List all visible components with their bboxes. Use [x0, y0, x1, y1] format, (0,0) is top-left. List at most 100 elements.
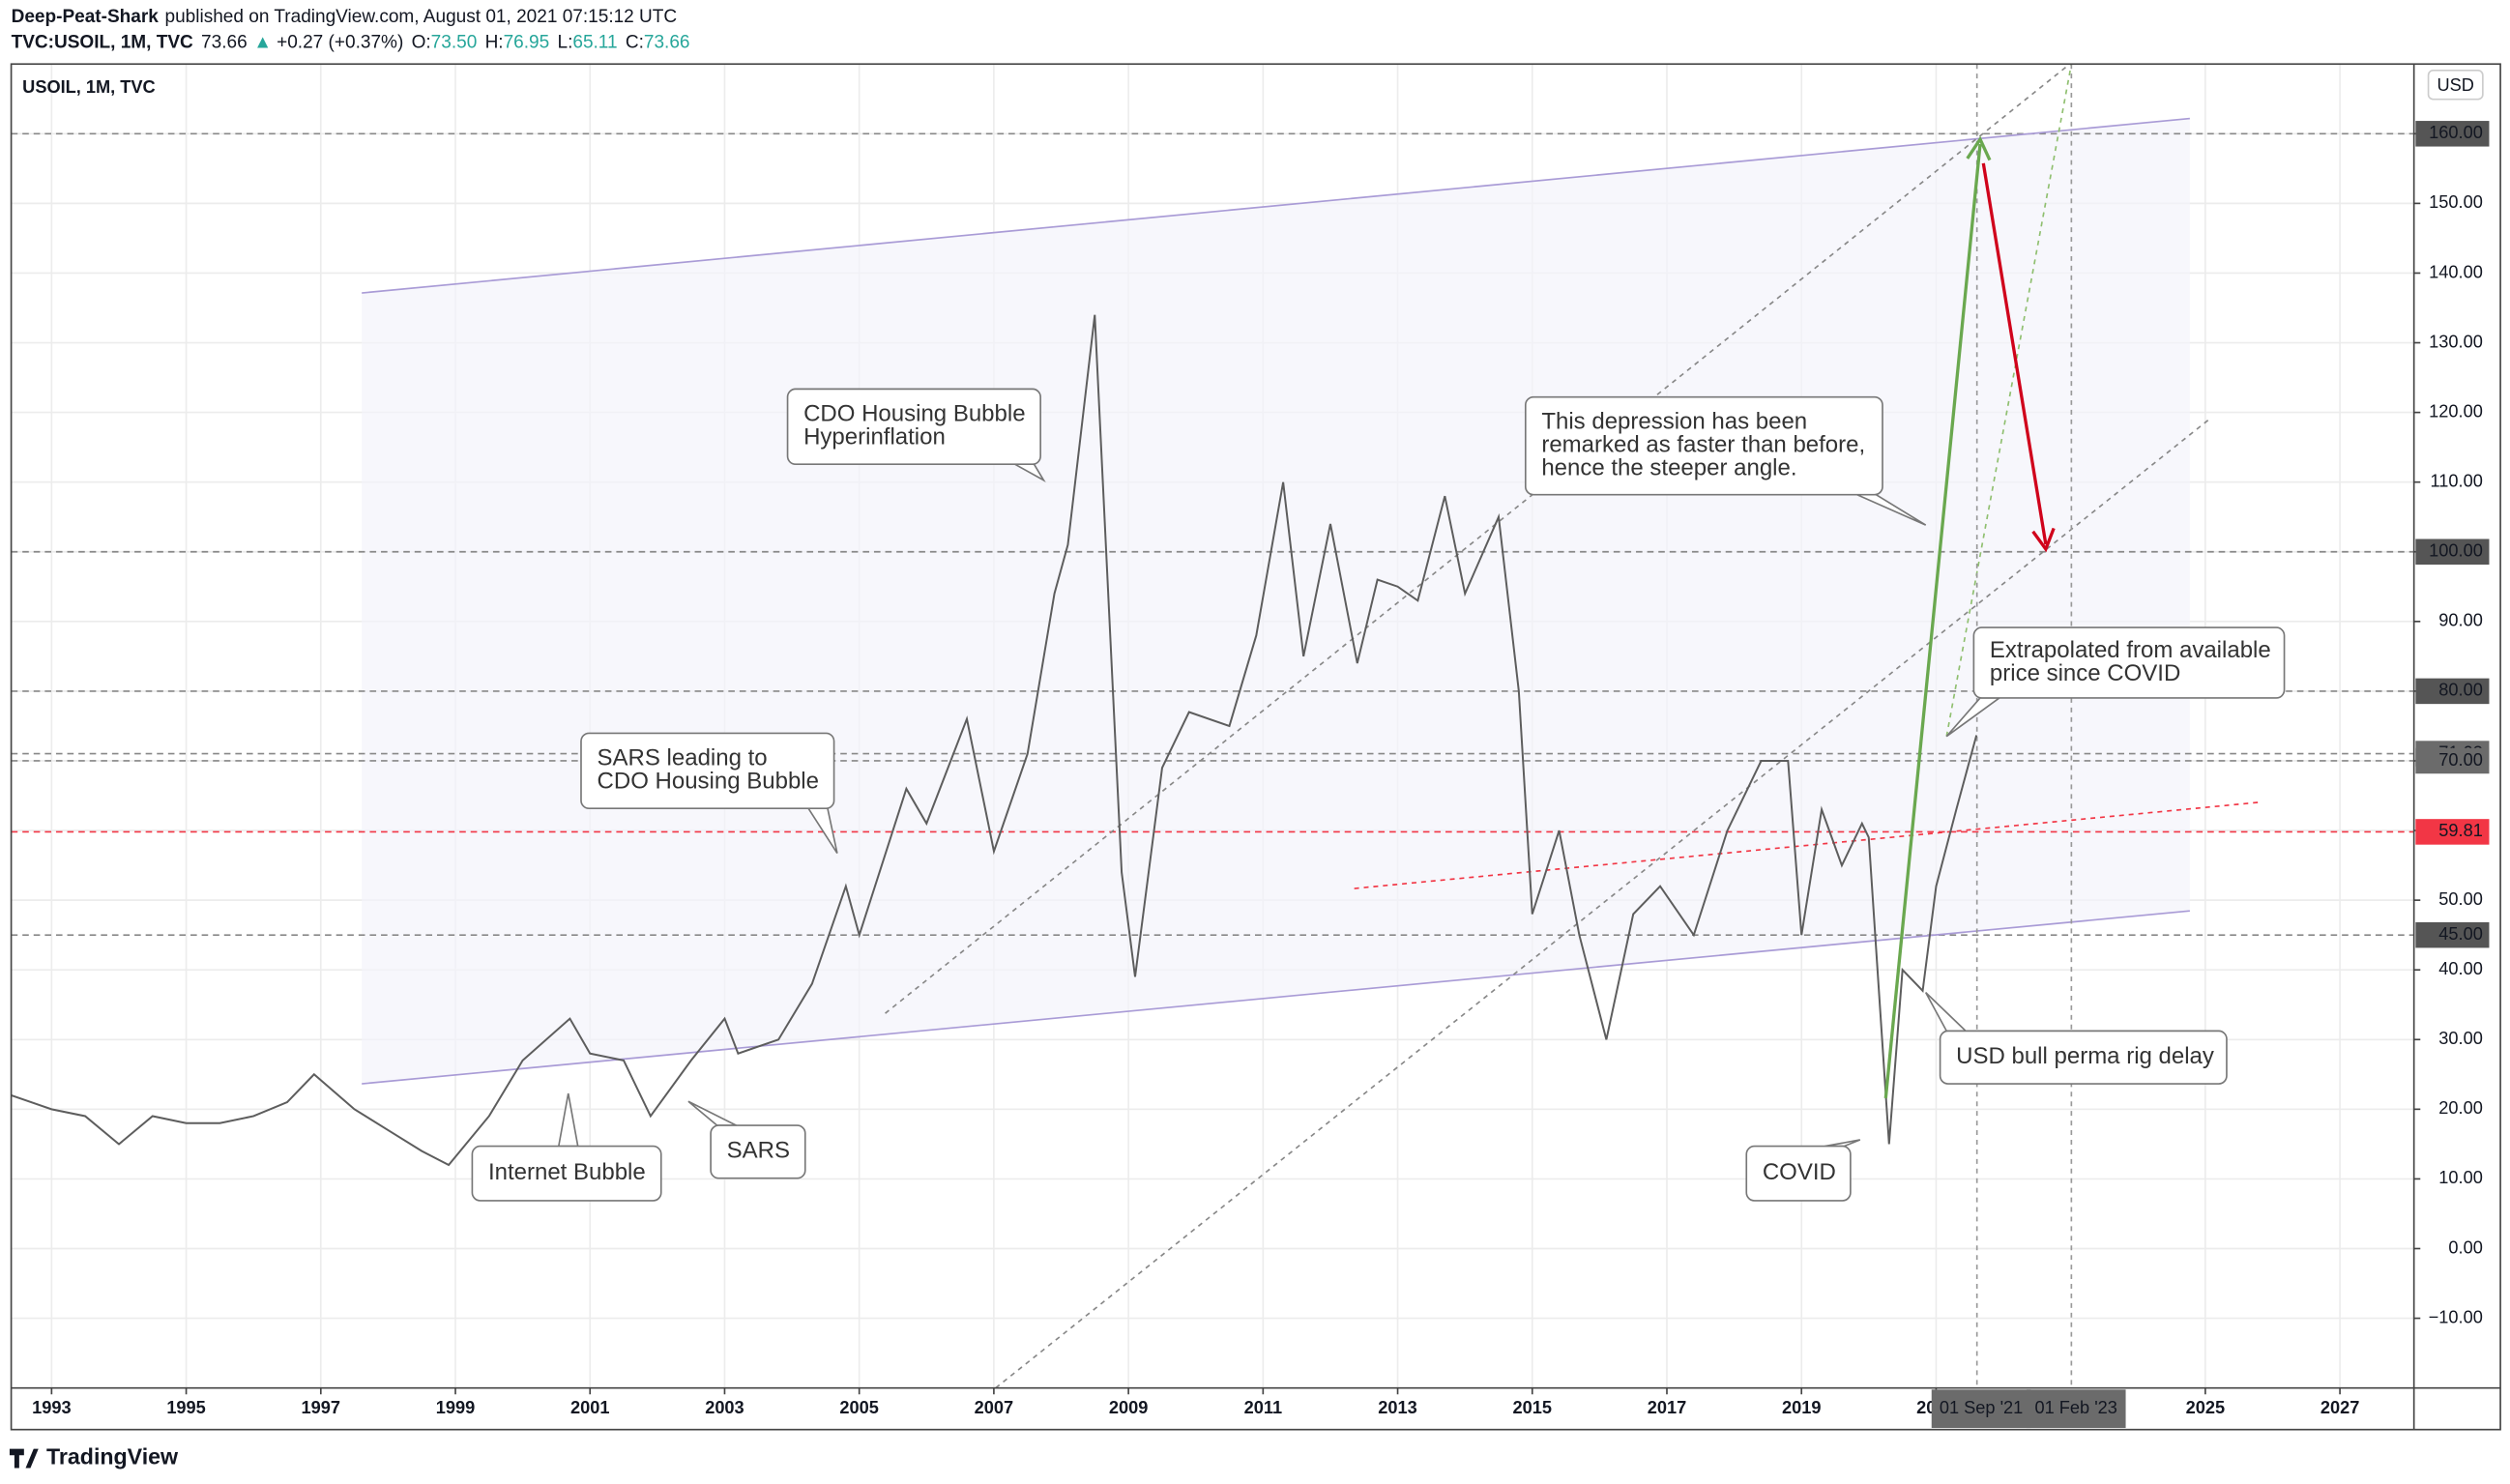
price-label-box: [2415, 819, 2490, 845]
drawings: [362, 63, 2262, 1389]
x-tick-label: 2011: [1244, 1398, 1282, 1417]
x-tick-label: 2013: [1378, 1398, 1416, 1417]
callout-text: CDO Housing Bubble: [803, 401, 1025, 427]
y-tick-label: 40.00: [2438, 959, 2483, 978]
ohlc: O:73.50 H:76.95 L:65.11 C:73.66: [412, 33, 690, 53]
y-tick-label: −10.00: [2429, 1307, 2483, 1326]
callout-text: Extrapolated from available: [1990, 637, 2271, 663]
price-label: 80.00: [2438, 681, 2483, 700]
arrow-up: [1883, 143, 1982, 1099]
y-tick-label: 120.00: [2429, 401, 2483, 421]
y-tick-label: 90.00: [2438, 611, 2483, 630]
arrow-down: [1981, 162, 2048, 545]
y-tick-label: 50.00: [2438, 889, 2483, 909]
x-tick-label: 2007: [975, 1398, 1013, 1417]
callout: SARS: [687, 1100, 806, 1179]
x-tick-label: 1993: [32, 1398, 71, 1417]
callout-box: [471, 1145, 662, 1202]
chart-title: USOIL, 1M, TVC: [22, 77, 156, 97]
arrows: [1883, 135, 2056, 1099]
y-tick-label: 30.00: [2438, 1029, 2483, 1048]
brand: TradingView: [46, 1444, 179, 1469]
ohlc-key: O:: [412, 33, 431, 53]
callout-text: COVID: [1763, 1159, 1836, 1185]
frame: [10, 63, 2501, 1431]
arrow-head: [2031, 527, 2056, 553]
published: published on TradingView.com, August 01,…: [165, 7, 678, 27]
change: +0.27 (+0.37%): [277, 33, 403, 53]
x-tick-label: 2015: [1513, 1398, 1552, 1417]
currency: USD: [2437, 75, 2473, 95]
series: [11, 314, 1978, 1167]
ohlc-value: 73.50: [431, 33, 478, 53]
ohlc-value: 65.11: [572, 33, 617, 53]
callout-text: remarked as faster than before,: [1541, 432, 1865, 458]
currency-box: [2427, 70, 2484, 101]
logo: TradingView: [9, 1444, 179, 1469]
callout-text: This depression has been: [1541, 408, 1807, 434]
x-tick-label: 2025: [2186, 1398, 2225, 1417]
ohlc-key: H:: [485, 33, 504, 53]
callout-text: hence the steeper angle.: [1541, 455, 1796, 481]
callout-box: [1939, 1030, 2228, 1085]
price-label-box: [2415, 747, 2490, 774]
callout-text: Internet Bubble: [488, 1159, 646, 1185]
callout-text: USD bull perma rig delay: [1956, 1043, 2214, 1069]
y-tick-label: 0.00: [2448, 1237, 2482, 1257]
y-tick-label: 150.00: [2429, 192, 2483, 212]
channel-fill: [362, 118, 2190, 1085]
header-line: Deep-Peat-Shark published on TradingView.…: [12, 7, 678, 27]
trend-line: [885, 63, 2071, 1014]
ohlc-key: L:: [557, 33, 572, 53]
x-tick-label: 2001: [570, 1398, 609, 1417]
time-label-box: [2026, 1389, 2126, 1429]
price-label: 70.00: [2438, 750, 2483, 770]
symbol-line: TVC:USOIL, 1M, TVC 73.66 ▲ +0.27 (+0.37%) O:…: [12, 33, 690, 53]
price-lines: [11, 132, 2414, 936]
price-label: 45.00: [2438, 924, 2483, 944]
callout-text: SARS: [727, 1138, 790, 1164]
ohlc-key: C:: [626, 33, 644, 53]
callout: USD bull perma rig delay: [1924, 992, 2228, 1085]
x-tick-label: 2017: [1648, 1398, 1686, 1417]
price-label-box: [2415, 538, 2490, 566]
callout-box: [710, 1124, 806, 1179]
last: 73.66: [201, 33, 248, 53]
callout-text: Hyperinflation: [803, 424, 946, 451]
x-tick-label: 1999: [436, 1398, 475, 1417]
callout-box: [1524, 395, 1883, 496]
channel-top: [362, 117, 2190, 294]
arrow-head: [1966, 135, 1992, 161]
price-label-box: [2415, 121, 2490, 147]
ohlc-value: 76.95: [504, 33, 550, 53]
callout-box: [1745, 1145, 1852, 1202]
trend-line: [1945, 64, 2073, 737]
callout-box: [580, 732, 835, 810]
publisher: Deep-Peat-Shark: [12, 7, 160, 27]
x-tick-label: 2005: [839, 1398, 878, 1417]
price-line-series: [11, 314, 1978, 1167]
symbol: TVC:USOIL, 1M, TVC: [12, 33, 193, 53]
channel-bottom: [362, 910, 2190, 1085]
callout-text: SARS leading to: [598, 745, 768, 771]
callout-box: [1972, 626, 2286, 699]
x-tick-label: 2027: [2320, 1398, 2359, 1417]
price-label-box: [2415, 921, 2490, 948]
axes: −10.000.0010.0020.0030.0040.0050.0060.00…: [32, 121, 2490, 1429]
price-label: 59.81: [2438, 821, 2483, 840]
callout: Internet Bubble: [471, 1092, 662, 1202]
trend-line: [1354, 800, 2262, 889]
y-tick-label: 10.00: [2438, 1168, 2483, 1187]
x-tick-label: 2009: [1109, 1398, 1148, 1417]
x-tick-label: 2003: [705, 1398, 744, 1417]
y-tick-label: 130.00: [2429, 332, 2483, 351]
logo-icon: [9, 1448, 39, 1469]
price-label: 100.00: [2429, 541, 2483, 561]
x-tick-label: 1995: [166, 1398, 205, 1417]
callout-box: [786, 388, 1041, 466]
